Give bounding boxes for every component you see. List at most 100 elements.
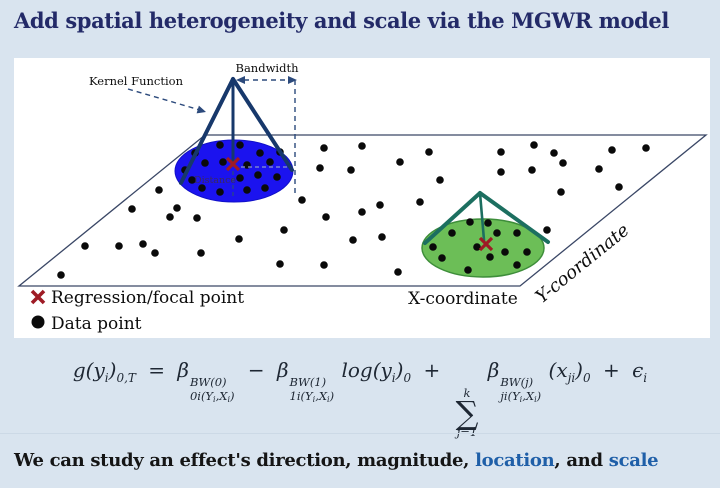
data-point (261, 184, 269, 192)
data-point (128, 205, 136, 213)
data-point (642, 144, 650, 152)
eq-betaj-term: β BW(j) ji(Yi,Xi) (487, 358, 542, 404)
legend-label-focal: Regression/focal point (51, 288, 244, 308)
data-point (358, 208, 366, 216)
eq-beta1-term: β BW(1) 1i(Yi,Xi) (276, 358, 335, 404)
data-point (236, 174, 244, 182)
data-point (595, 165, 603, 173)
blue-kernel-cone (179, 77, 294, 185)
kernel-function-label: Kernel Function (89, 74, 184, 88)
data-point (438, 254, 446, 262)
data-points-green-kernel (429, 218, 531, 274)
data-point (266, 158, 274, 166)
data-point (543, 226, 551, 234)
data-point (256, 149, 264, 157)
bandwidth-annotation (244, 79, 296, 194)
data-point (425, 148, 433, 156)
data-point (81, 242, 89, 250)
data-point (559, 159, 567, 167)
data-point (528, 166, 536, 174)
data-point (436, 176, 444, 184)
focal-point-x (478, 236, 494, 252)
data-point (493, 229, 501, 237)
data-point (273, 173, 281, 181)
data-point (216, 141, 224, 149)
focal-point-x (225, 156, 241, 172)
caption-highlight-scale: scale (608, 450, 659, 471)
data-point (155, 186, 163, 194)
data-point (320, 261, 328, 269)
data-point (557, 188, 565, 196)
legend: Regression/focal point Data point (30, 288, 244, 334)
eq-log-term: log(yi)0 (341, 358, 412, 385)
legend-label-datapoint: Data point (51, 314, 142, 334)
data-point (322, 213, 330, 221)
data-point (608, 146, 616, 154)
caption-text-1: We can study an effect's direction, magn… (14, 450, 476, 471)
data-point (139, 240, 147, 248)
data-point (280, 226, 288, 234)
bandwidth-arrowhead-left (236, 76, 245, 84)
data-point (298, 196, 306, 204)
data-point (513, 229, 521, 237)
black-dot-icon (31, 315, 45, 329)
data-point (201, 159, 209, 167)
data-point (243, 161, 251, 169)
bandwidth-label: Bandwidth (236, 61, 300, 75)
data-point (166, 213, 174, 221)
data-point (530, 141, 538, 149)
eq-x-term: (xji)0 (548, 358, 591, 385)
diagram-panel: Distance Bandwidth Kernel Function (14, 58, 710, 338)
eq-error-term: ϵi (632, 358, 648, 385)
caption-highlight-location: location (475, 450, 555, 471)
data-point (216, 188, 224, 196)
data-point (396, 158, 404, 166)
data-point (219, 158, 227, 166)
divider-line (0, 433, 720, 434)
data-point (497, 148, 505, 156)
eq-plus2: + (602, 358, 620, 382)
kernel-function-arrowhead (196, 105, 206, 114)
data-point (464, 266, 472, 274)
green-kernel-cone (423, 191, 550, 245)
caption: We can study an effect's direction, magn… (14, 450, 714, 471)
red-x-icon (30, 289, 46, 305)
data-point (378, 233, 386, 241)
data-point (358, 142, 366, 150)
data-point (151, 249, 159, 257)
data-point (349, 236, 357, 244)
mgwr-equation: g(yi)0,T = β BW(0) 0i(Yi,Xi) − β BW(1) 1i(Yi… (0, 358, 720, 438)
data-point (276, 260, 284, 268)
data-point (193, 214, 201, 222)
data-point (197, 249, 205, 257)
bandwidth-arrowhead-right (288, 76, 297, 84)
data-point (316, 164, 324, 172)
data-point (320, 144, 328, 152)
slide-title: Add spatial heterogeneity and scale via … (14, 8, 669, 33)
data-point (484, 219, 492, 227)
caption-text-2: , and (554, 450, 609, 471)
data-point (235, 235, 243, 243)
data-point (394, 268, 402, 276)
data-point (550, 149, 558, 157)
eq-equals: = (148, 358, 166, 382)
data-point (376, 201, 384, 209)
data-point (513, 261, 521, 269)
data-point (615, 183, 623, 191)
data-point (486, 253, 494, 261)
data-point (347, 166, 355, 174)
data-point (448, 229, 456, 237)
eq-sum-operator: k ∑ j=1 (455, 386, 479, 439)
distance-label: Distance (194, 175, 236, 186)
data-point (188, 176, 196, 184)
data-point (501, 248, 509, 256)
data-point (198, 184, 206, 192)
eq-lhs: g(yi)0,T (72, 358, 136, 385)
eq-plus1: + (423, 358, 441, 382)
data-point (466, 218, 474, 226)
data-point (236, 141, 244, 149)
data-point (254, 171, 262, 179)
data-point (243, 186, 251, 194)
data-point (523, 248, 531, 256)
data-point (497, 168, 505, 176)
